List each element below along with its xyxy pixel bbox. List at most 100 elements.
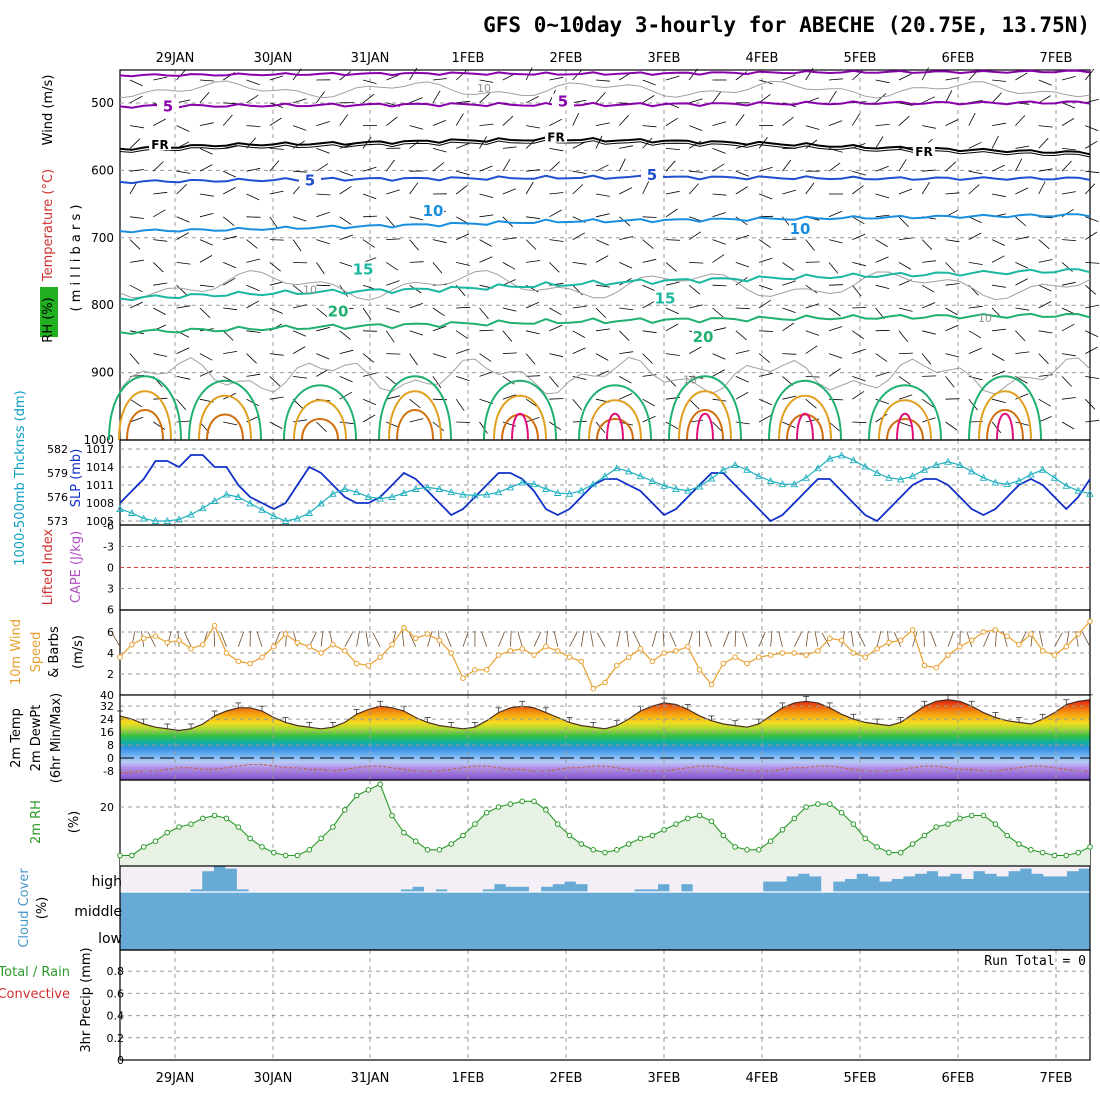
wind-barb	[968, 112, 976, 126]
bl-contour-magenta	[796, 412, 814, 441]
wind-barb	[549, 148, 564, 152]
cloud-high-gap	[809, 866, 822, 877]
rh-point	[945, 821, 951, 827]
cloud-high-gap	[634, 866, 647, 890]
rh-ylabel-0: 2m RH	[29, 800, 44, 844]
wind-barb	[386, 376, 398, 386]
wind-barb	[386, 280, 400, 286]
thickness-point	[352, 488, 361, 496]
isotherm-label-bg	[692, 328, 714, 343]
wind-barb	[805, 398, 817, 409]
wind-ytick: 40	[100, 689, 114, 702]
wind-barb	[712, 148, 726, 154]
wind10-barb	[923, 630, 925, 647]
wind-barb	[409, 353, 418, 366]
wind-barb	[1038, 181, 1046, 195]
wind-barb	[875, 214, 890, 218]
thickness-point	[400, 489, 408, 496]
wind-ytick: 4	[107, 647, 114, 660]
rh-point	[661, 827, 667, 833]
wind-barb	[712, 284, 727, 287]
cloud-high-gap	[318, 866, 331, 892]
isotherm-15	[119, 268, 1091, 302]
thickness-point	[624, 467, 633, 475]
thickness-point	[695, 482, 704, 490]
cloud-high-gap	[879, 866, 892, 882]
wind-barb	[129, 353, 140, 365]
wind-barb	[735, 114, 745, 126]
wind-barb	[269, 148, 284, 150]
wind10-barb	[462, 631, 469, 647]
wind-barb	[1061, 191, 1076, 195]
rh-point	[732, 844, 738, 850]
wind-barb	[619, 236, 633, 240]
wind-barb	[805, 345, 818, 354]
wind10-point	[259, 654, 265, 661]
bl-contour-green	[868, 384, 942, 441]
wind10-barb	[793, 632, 802, 647]
wind-barb	[1085, 304, 1100, 309]
wind-barb	[1085, 170, 1100, 174]
wind-barb	[129, 95, 143, 104]
wind-barb	[782, 116, 794, 126]
wind10-point	[531, 652, 537, 658]
wind10-barb	[481, 631, 488, 647]
wind-barb	[549, 398, 564, 400]
thickness-line	[119, 454, 1091, 522]
cloud-high-gap	[774, 866, 787, 882]
wind-barb	[619, 351, 634, 354]
wind10-barb	[821, 632, 831, 647]
wind-barb	[712, 369, 725, 377]
wind10-point	[448, 650, 455, 656]
rh-point	[673, 821, 679, 827]
wind-barb	[712, 307, 724, 318]
wind-barb	[828, 90, 837, 104]
wind-barb	[526, 260, 541, 263]
wind-barb	[782, 238, 797, 240]
wind-barb	[409, 125, 424, 130]
cloud-high-gap	[564, 866, 577, 882]
isotherm-label-bg	[641, 167, 663, 182]
wind10-point	[472, 667, 478, 673]
wind-barb	[129, 125, 144, 129]
wind-barb	[1015, 278, 1028, 286]
thickness-point	[1015, 477, 1023, 484]
wind-barb	[875, 193, 890, 199]
wind10-point	[1063, 643, 1070, 650]
isotherm-label-bg	[545, 128, 567, 143]
thickness-point	[459, 490, 467, 498]
thickness-point	[731, 461, 739, 468]
wind-barb	[991, 353, 1005, 361]
wind-barb	[852, 348, 866, 354]
wind-barb	[549, 161, 560, 172]
wind-barb	[991, 370, 1006, 377]
wind-barb	[642, 95, 655, 104]
cloud-high-gap	[377, 866, 390, 892]
wind-barb	[945, 90, 953, 103]
wind-barb	[292, 330, 307, 337]
cloud-high-gap	[599, 866, 612, 892]
thickness-point	[270, 512, 278, 520]
wind10-point	[129, 641, 135, 648]
wind10-point	[909, 627, 916, 633]
wind-barb	[246, 167, 261, 172]
wind-barb	[898, 394, 913, 400]
wind-barb	[199, 193, 214, 197]
wind10-point	[152, 633, 159, 640]
xsec-ytick: 700	[91, 231, 114, 245]
wind-barb	[665, 160, 676, 172]
wind-barb	[525, 239, 537, 250]
wind-barb	[339, 234, 354, 240]
thickness-point	[518, 478, 526, 486]
wind-barb	[921, 284, 935, 293]
wind-barb	[339, 216, 352, 225]
date-label-top: 3FEB	[648, 51, 681, 66]
rh-point	[1028, 847, 1034, 853]
wind-barb	[153, 307, 166, 315]
date-labels-bottom: 29JAN 30JAN 31JAN 1FEB 2FEB 3FEB 4FEB 5FEB 6FEB 7…	[156, 1071, 1073, 1086]
wind-barb	[968, 216, 982, 224]
wind-barb	[619, 187, 632, 195]
bl-contour-green	[283, 384, 357, 441]
wind-barb	[968, 347, 982, 354]
wind-barb	[222, 330, 234, 341]
